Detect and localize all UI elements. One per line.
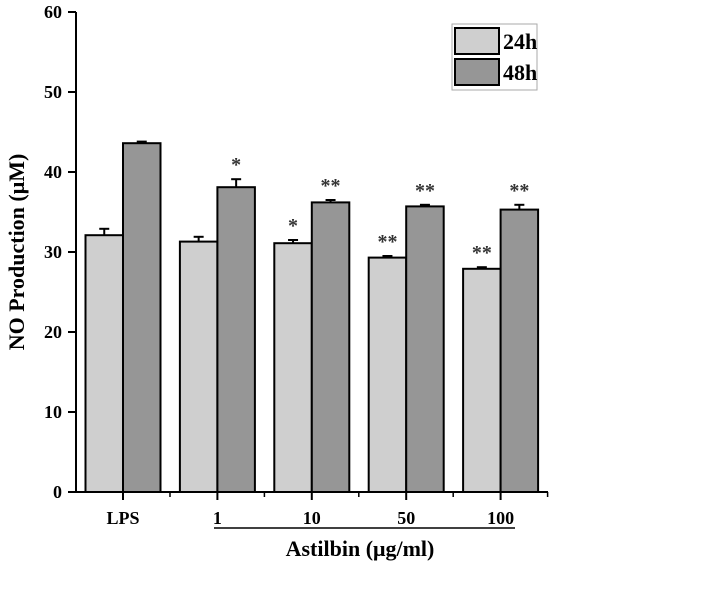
- x-tick-label: 10: [303, 508, 321, 528]
- y-tick-label: 0: [53, 482, 62, 502]
- x-tick-label: LPS: [106, 508, 139, 528]
- bar-24h-50: [367, 256, 408, 493]
- significance-marker: **: [321, 175, 341, 197]
- significance-marker: *: [288, 215, 298, 237]
- bar-48h-LPS: [122, 142, 162, 493]
- legend-swatch-48h: [454, 58, 500, 86]
- bar-48h-100: [499, 208, 540, 493]
- bar-48h-1: [216, 186, 256, 493]
- x-tick-label: 100: [487, 508, 514, 528]
- legend-label-48h: 48h: [503, 60, 537, 85]
- bar-24h-100: [462, 267, 502, 493]
- y-axis-label: NO Production (μM): [4, 154, 29, 351]
- y-tick-label: 60: [44, 2, 62, 22]
- significance-marker: **: [509, 180, 529, 202]
- y-tick-label: 20: [44, 322, 62, 342]
- bar-24h-1: [178, 240, 219, 493]
- bar-24h-10: [273, 242, 313, 493]
- legend-swatch-24h: [454, 27, 500, 55]
- significance-marker: **: [377, 231, 397, 253]
- bar-48h-50: [405, 205, 445, 493]
- bar-48h-10: [310, 201, 351, 493]
- y-tick-label: 40: [44, 162, 62, 182]
- y-tick-label: 50: [44, 82, 62, 102]
- x-axis-label: Astilbin (μg/ml): [286, 536, 435, 561]
- x-tick-label: 1: [213, 508, 222, 528]
- significance-marker: **: [415, 180, 435, 202]
- y-tick-label: 30: [44, 242, 62, 262]
- significance-marker: **: [472, 242, 492, 264]
- x-tick-label: 50: [397, 508, 415, 528]
- bar-24h-LPS: [84, 234, 124, 493]
- legend-label-24h: 24h: [503, 29, 537, 54]
- significance-marker: *: [231, 154, 241, 176]
- y-tick-label: 10: [44, 402, 62, 422]
